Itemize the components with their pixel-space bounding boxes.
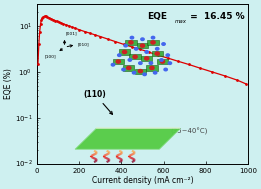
Circle shape [140,44,145,47]
Circle shape [162,43,165,45]
Circle shape [160,59,163,61]
Circle shape [145,51,149,53]
Polygon shape [137,43,148,48]
Circle shape [155,52,159,55]
Polygon shape [141,56,152,61]
Polygon shape [119,49,130,55]
Circle shape [156,47,159,50]
Circle shape [129,41,133,44]
Circle shape [111,64,115,66]
Y-axis label: EQE (%): EQE (%) [4,68,13,99]
Text: max: max [175,19,187,23]
Circle shape [143,73,146,76]
Polygon shape [152,51,163,56]
Polygon shape [75,129,180,149]
X-axis label: Current density (mA cm⁻²): Current density (mA cm⁻²) [92,176,193,185]
Circle shape [150,66,154,70]
Polygon shape [123,65,134,70]
Circle shape [122,68,125,71]
Circle shape [138,70,143,73]
Polygon shape [96,127,180,129]
Circle shape [118,54,121,57]
Circle shape [127,66,131,70]
Polygon shape [129,54,141,59]
Circle shape [130,36,134,39]
Circle shape [133,55,137,58]
Text: EQE: EQE [147,12,167,21]
Text: (110): (110) [84,90,112,114]
Circle shape [116,60,120,63]
Polygon shape [147,40,159,45]
Circle shape [168,62,171,64]
Text: =  16.45 %: = 16.45 % [187,12,244,21]
Circle shape [128,59,132,61]
Polygon shape [146,65,158,70]
Circle shape [151,36,155,39]
Circle shape [151,41,155,44]
Circle shape [124,44,127,47]
Circle shape [145,57,149,60]
Circle shape [149,62,153,64]
Circle shape [161,60,165,63]
Circle shape [122,50,127,54]
Circle shape [153,71,157,74]
Circle shape [139,62,142,64]
Polygon shape [125,40,137,45]
Circle shape [166,54,169,57]
Text: [001]: [001] [66,31,77,35]
Circle shape [164,68,167,71]
Polygon shape [112,59,124,64]
Circle shape [132,71,136,74]
Text: [010]: [010] [77,43,89,47]
Polygon shape [157,59,168,64]
Text: [100]: [100] [44,54,56,59]
Polygon shape [135,69,146,74]
Circle shape [141,38,144,40]
Circle shape [134,47,138,50]
Text: (35~40°C): (35~40°C) [170,128,207,135]
